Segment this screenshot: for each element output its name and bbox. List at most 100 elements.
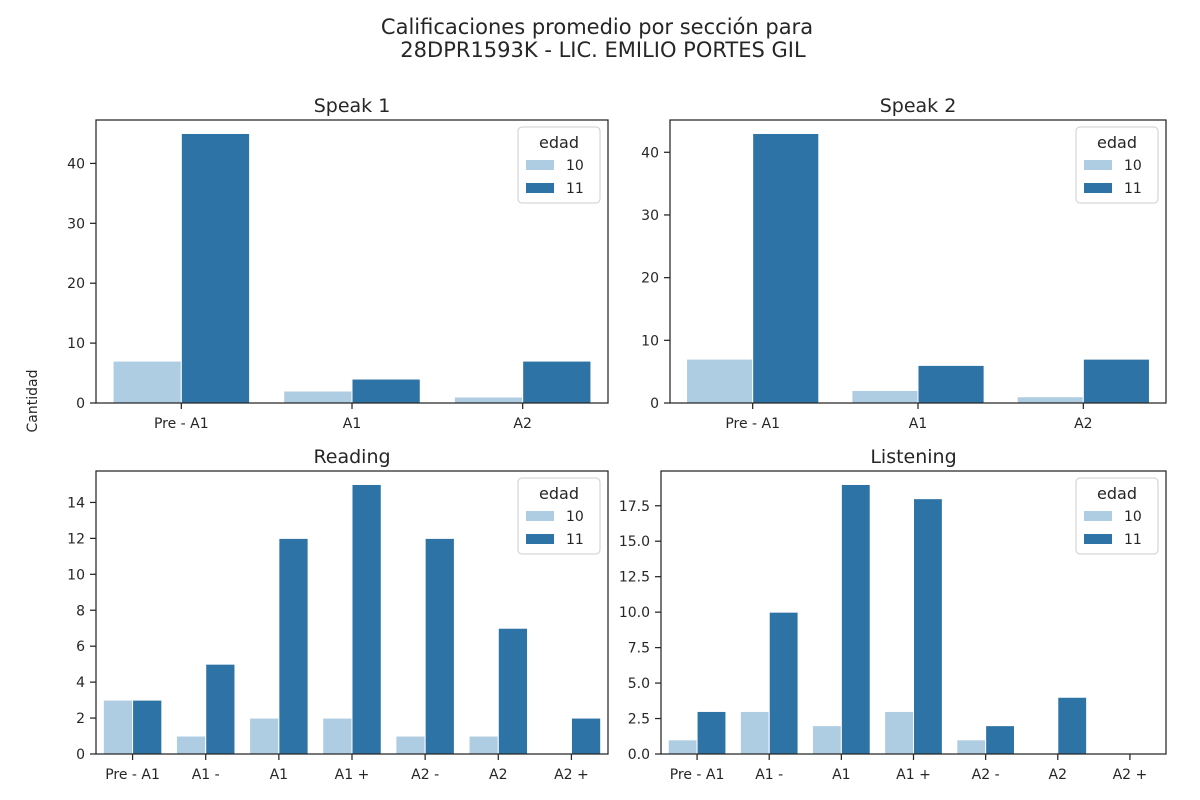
legend: edad 10 11 (1075, 126, 1159, 204)
bar-a1-edad-11 (840, 483, 871, 755)
bar-a1-edad-11 (768, 611, 799, 755)
y-tick-label: 10 (641, 333, 659, 349)
legend-label-11: 11 (566, 532, 584, 548)
bar-a1-edad-10 (739, 710, 770, 755)
x-tick-label: A2 - (972, 767, 1000, 783)
panel-title: Listening (870, 446, 956, 468)
bar-prea1-edad-11 (696, 710, 727, 755)
x-tick-label: A2 + (554, 767, 589, 783)
legend-swatch-10 (526, 511, 554, 521)
y-axis-label: Cantidad (25, 370, 41, 433)
figure-title-line2: 28DPR1593K - LIC. EMILIO PORTES GIL (400, 38, 806, 62)
bar-a1-edad-11 (351, 483, 382, 755)
y-tick-label: 17.5 (619, 499, 650, 515)
y-tick-label: 8 (76, 603, 85, 619)
y-tick-label: 2 (76, 711, 85, 727)
chart-panel-3: Pre - A1 A1 - A1 A1 + A2 - A2 A2 + 0.0 2.5 5.0 7.5… (619, 446, 1167, 783)
x-tick-label: A1 - (192, 767, 220, 783)
x-tick-label: A2 (489, 767, 507, 783)
legend-label-10: 10 (566, 158, 584, 174)
bar-a2-edad-10 (1016, 396, 1084, 404)
bar-a2-edad-11 (570, 717, 602, 755)
y-tick-label: 40 (67, 156, 85, 172)
legend: edad 10 11 (517, 477, 601, 555)
panel-title: Speak 1 (314, 95, 391, 117)
y-tick-label: 10.0 (619, 605, 650, 621)
bar-a2-edad-10 (453, 396, 524, 404)
x-tick-label: A2 (1074, 416, 1092, 432)
y-tick-label: 12.5 (619, 570, 650, 586)
legend-swatch-10 (526, 160, 554, 170)
x-tick-label: A1 (832, 767, 850, 783)
bar-a2-edad-10 (395, 735, 426, 755)
x-tick-label: A1 (909, 416, 927, 432)
chart-panel-2: Pre - A1 A1 - A1 A1 + A2 - A2 A2 + 0 2 4 6 8 10 12 14 R… (67, 446, 609, 783)
bar-a2-edad-11 (1082, 358, 1150, 404)
legend-swatch-10 (1084, 160, 1112, 170)
y-tick-label: 40 (641, 145, 659, 161)
bar-prea1-edad-10 (102, 699, 134, 755)
bar-a2-edad-10 (956, 739, 987, 755)
chart-panel-1: Pre - A1 A1 A2 0 10 20 30 40 Speak 2 edad 10 11 (641, 95, 1167, 432)
legend-label-11: 11 (1124, 181, 1142, 197)
y-tick-label: 30 (641, 208, 659, 224)
legend-swatch-11 (1084, 534, 1112, 544)
legend-title: edad (539, 484, 579, 503)
bar-prea1-edad-10 (686, 358, 754, 404)
bar-a2-edad-11 (1057, 696, 1088, 755)
bar-a1-edad-10 (884, 710, 915, 755)
y-tick-label: 0 (650, 396, 659, 412)
y-tick-label: 5.0 (628, 676, 650, 692)
bar-a1-edad-11 (351, 378, 421, 404)
x-tick-label: A1 (270, 767, 288, 783)
legend-label-10: 10 (1124, 509, 1142, 525)
bar-a1-edad-11 (278, 537, 309, 755)
bar-a1-edad-10 (812, 725, 842, 755)
x-tick-label: A2 (513, 416, 531, 432)
y-tick-label: 4 (76, 675, 85, 691)
legend-title: edad (1097, 133, 1137, 152)
bar-prea1-edad-10 (112, 360, 182, 404)
bar-a1-edad-11 (917, 364, 985, 404)
legend-label-10: 10 (1124, 158, 1142, 174)
bar-prea1-edad-11 (180, 132, 251, 404)
y-tick-label: 10 (67, 336, 85, 352)
bar-a1-edad-11 (913, 498, 943, 755)
x-tick-label: A1 + (335, 767, 370, 783)
x-tick-label: Pre - A1 (154, 416, 209, 432)
y-tick-label: 12 (67, 531, 85, 547)
bar-a1-edad-10 (249, 717, 280, 755)
legend-swatch-10 (1084, 511, 1112, 521)
bar-a1-edad-10 (851, 389, 919, 404)
legend: edad 10 11 (517, 126, 601, 204)
bar-a1-edad-10 (283, 390, 353, 404)
legend-swatch-11 (526, 183, 554, 193)
y-tick-label: 2.5 (628, 712, 650, 728)
bar-a1-edad-10 (175, 735, 207, 755)
legend-title: edad (1097, 484, 1137, 503)
figure-title-line1: Calificaciones promedio por sección para (381, 15, 813, 39)
bar-a1-edad-10 (322, 717, 353, 755)
legend-swatch-11 (1084, 183, 1112, 193)
bar-a2-edad-11 (985, 725, 1016, 755)
panel-title: Reading (313, 446, 390, 468)
legend-label-11: 11 (1124, 532, 1142, 548)
x-tick-label: A2 + (1113, 767, 1148, 783)
y-tick-label: 20 (67, 276, 85, 292)
bar-a2-edad-10 (468, 735, 499, 755)
legend: edad 10 11 (1075, 477, 1159, 555)
y-tick-label: 6 (76, 639, 85, 655)
chart-panel-0: Pre - A1 A1 A2 0 10 20 30 40 Speak 1 edad 10 11 (67, 95, 609, 432)
y-tick-label: 14 (67, 495, 85, 511)
y-tick-label: 15.0 (619, 534, 650, 550)
y-tick-label: 20 (641, 271, 659, 287)
y-tick-label: 0 (76, 747, 85, 763)
bar-a2-edad-11 (497, 627, 529, 755)
x-tick-label: A2 - (411, 767, 439, 783)
bar-prea1-edad-10 (667, 739, 698, 755)
bar-a2-edad-11 (424, 537, 455, 755)
y-tick-label: 0 (76, 396, 85, 412)
x-tick-label: Pre - A1 (670, 767, 725, 783)
